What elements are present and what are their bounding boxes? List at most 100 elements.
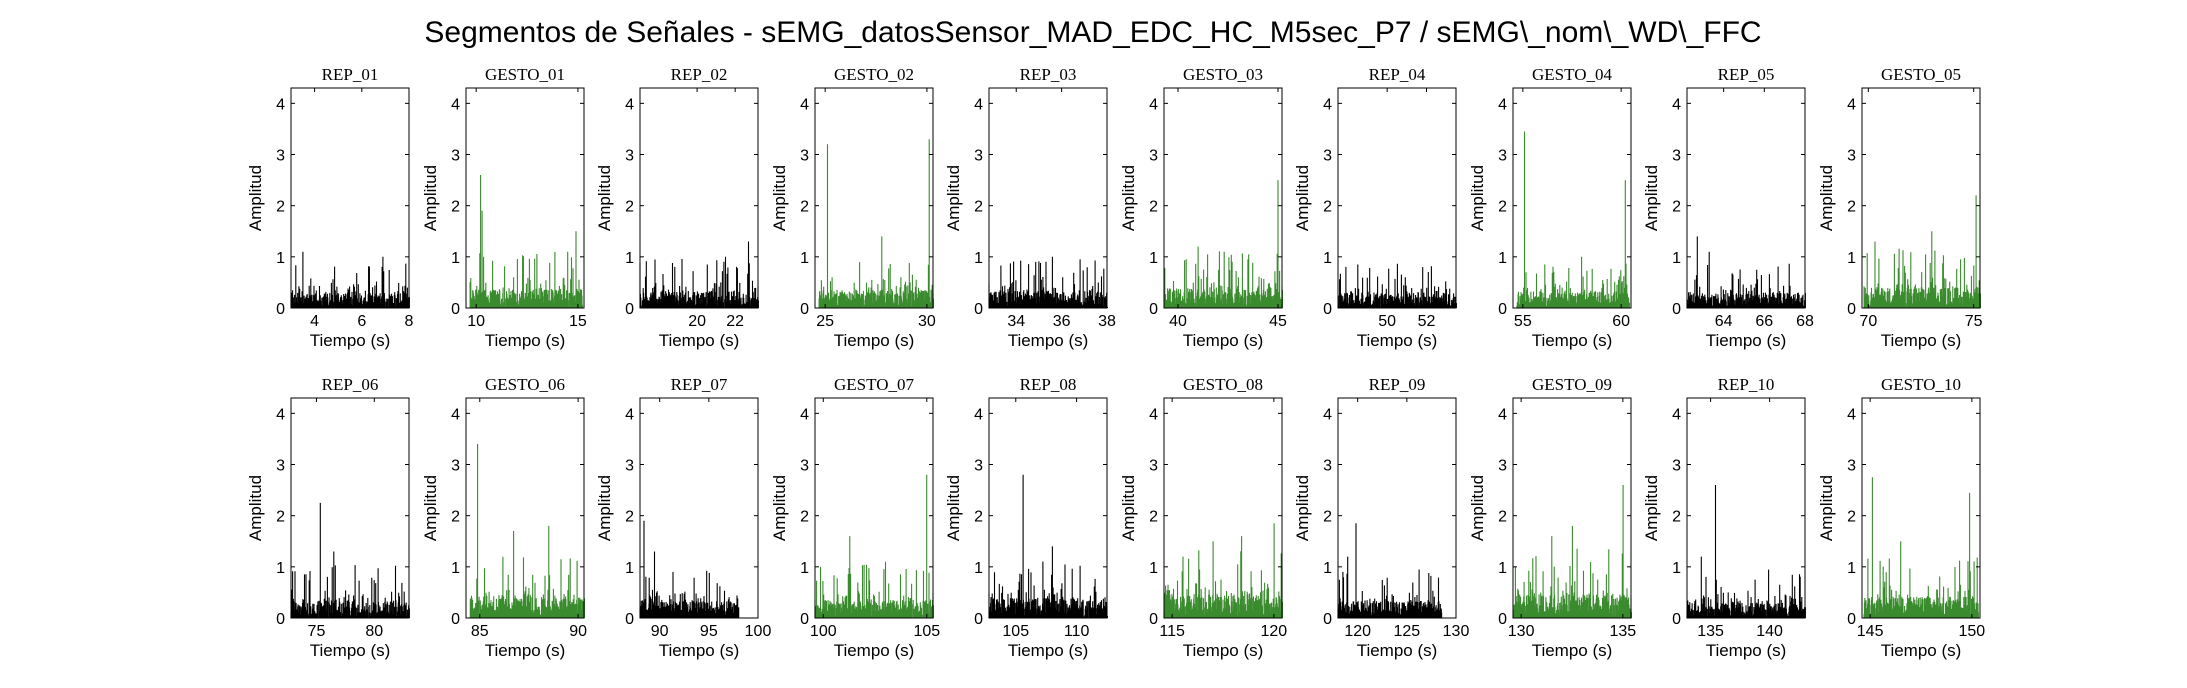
subplot-rep-10: 0 1 2 3 4 135 140 REP_10 Tiempo (s) Amplitud [1642, 375, 1806, 660]
x-tick-label: 85 [471, 623, 489, 640]
x-tick-label: 10 [467, 313, 485, 330]
y-axis-label: Amplitud [1293, 165, 1312, 231]
x-axis-label: Tiempo (s) [1706, 641, 1787, 660]
subplot-gesto-02: 0 1 2 3 4 25 30 GESTO_02 Tiempo (s) Amplitud [770, 65, 936, 350]
x-axis-label: Tiempo (s) [1357, 331, 1438, 350]
subplot-title: GESTO_03 [1183, 65, 1263, 84]
y-tick-label: 1 [1847, 250, 1856, 267]
subplot-rep-01: 0 1 2 3 4 4 6 8 REP_01 Tiempo (s) Amplitud [246, 65, 414, 350]
x-tick-label: 70 [1859, 313, 1877, 330]
subplot-rep-08: 0 1 2 3 4 105 110 REP_08 Tiempo (s) Amplitud [944, 375, 1108, 660]
subplot-title: REP_07 [671, 375, 728, 394]
y-tick-label: 2 [1149, 509, 1158, 526]
x-tick-label: 66 [1755, 313, 1773, 330]
y-tick-label: 3 [1149, 458, 1158, 475]
subplot-rep-05: 0 1 2 3 4 64 66 68 REP_05 Tiempo (s) Amplitud [1642, 65, 1814, 350]
y-tick-label: 1 [1498, 560, 1507, 577]
y-axis-label: Amplitud [595, 165, 614, 231]
y-tick-label: 1 [1847, 560, 1856, 577]
y-tick-label: 0 [276, 301, 285, 318]
subplot-title: REP_01 [322, 65, 379, 84]
subplot-gesto-09: 0 1 2 3 4 130 135 GESTO_09 Tiempo (s) Amplitud [1468, 375, 1636, 660]
x-axis-label: Tiempo (s) [834, 331, 915, 350]
x-tick-label: 125 [1393, 623, 1420, 640]
y-axis-label: Amplitud [770, 475, 789, 541]
x-axis-label: Tiempo (s) [485, 641, 566, 660]
x-tick-label: 135 [1697, 623, 1724, 640]
y-tick-label: 4 [1498, 406, 1507, 423]
y-tick-label: 4 [451, 96, 460, 113]
axes-box [1163, 87, 1283, 309]
subplot-title: REP_05 [1718, 65, 1775, 84]
y-tick-label: 1 [974, 560, 983, 577]
y-tick-label: 3 [1672, 148, 1681, 165]
y-tick-label: 4 [974, 406, 983, 423]
y-tick-label: 3 [1498, 148, 1507, 165]
y-tick-label: 3 [451, 148, 460, 165]
x-tick-label: 22 [726, 313, 744, 330]
axes-box [1686, 397, 1806, 619]
x-tick-label: 8 [405, 313, 414, 330]
y-tick-label: 3 [1323, 148, 1332, 165]
x-tick-label: 60 [1612, 313, 1630, 330]
y-tick-label: 1 [800, 560, 809, 577]
x-tick-label: 30 [918, 313, 936, 330]
y-tick-label: 1 [1672, 250, 1681, 267]
subplot-title: GESTO_07 [834, 375, 914, 394]
y-axis-label: Amplitud [1642, 475, 1661, 541]
y-tick-label: 2 [1847, 509, 1856, 526]
axes-box [1163, 397, 1283, 619]
y-axis-label: Amplitud [770, 165, 789, 231]
y-tick-label: 4 [1672, 96, 1681, 113]
x-tick-label: 20 [688, 313, 706, 330]
x-tick-label: 150 [1959, 623, 1986, 640]
subplot-rep-02: 0 1 2 3 4 20 22 REP_02 Tiempo (s) Amplitud [595, 65, 759, 350]
x-tick-label: 38 [1098, 313, 1116, 330]
subplot-title: GESTO_09 [1532, 375, 1612, 394]
y-tick-label: 0 [451, 611, 460, 628]
y-tick-label: 4 [1149, 96, 1158, 113]
y-tick-label: 1 [800, 250, 809, 267]
y-axis-label: Amplitud [1293, 475, 1312, 541]
y-tick-label: 4 [1149, 406, 1158, 423]
subplot-rep-06: 0 1 2 3 4 75 80 REP_06 Tiempo (s) Amplitud [246, 375, 410, 660]
y-tick-label: 3 [1498, 458, 1507, 475]
subplot-title: GESTO_08 [1183, 375, 1263, 394]
x-axis-label: Tiempo (s) [310, 331, 391, 350]
subplot-title: GESTO_10 [1881, 375, 1961, 394]
y-tick-label: 2 [276, 509, 285, 526]
y-tick-label: 1 [974, 250, 983, 267]
x-axis-label: Tiempo (s) [834, 641, 915, 660]
x-tick-label: 55 [1514, 313, 1532, 330]
y-tick-label: 1 [276, 560, 285, 577]
x-tick-label: 25 [816, 313, 834, 330]
axes-box [1861, 87, 1981, 309]
subplot-title: GESTO_05 [1881, 65, 1961, 84]
axes-box [1861, 397, 1981, 619]
x-axis-label: Tiempo (s) [485, 331, 566, 350]
y-tick-label: 1 [1323, 250, 1332, 267]
y-tick-label: 2 [800, 199, 809, 216]
y-tick-label: 3 [1672, 458, 1681, 475]
subplot-gesto-04: 0 1 2 3 4 55 60 GESTO_04 Tiempo (s) Amplitud [1468, 65, 1632, 350]
signal-trace [818, 139, 934, 308]
x-tick-label: 130 [1508, 623, 1535, 640]
y-tick-label: 0 [276, 611, 285, 628]
axes-box [988, 87, 1108, 309]
y-tick-label: 4 [625, 96, 634, 113]
y-tick-label: 2 [1498, 199, 1507, 216]
x-tick-label: 50 [1378, 313, 1396, 330]
x-axis-label: Tiempo (s) [1532, 641, 1613, 660]
figure-title: Segmentos de Señales - sEMG_datosSensor_… [424, 16, 1761, 49]
y-axis-label: Amplitud [1468, 475, 1487, 541]
y-tick-label: 0 [1498, 301, 1507, 318]
y-axis-label: Amplitud [246, 165, 265, 231]
subplot-rep-09: 0 1 2 3 4 120 125 130 REP_09 Tiempo (s) Amplitud [1293, 375, 1469, 660]
x-tick-label: 130 [1443, 623, 1470, 640]
y-tick-label: 3 [1847, 458, 1856, 475]
y-tick-label: 4 [1847, 406, 1856, 423]
y-tick-label: 1 [1149, 250, 1158, 267]
axes-box [814, 87, 934, 309]
subplot-title: GESTO_02 [834, 65, 914, 84]
